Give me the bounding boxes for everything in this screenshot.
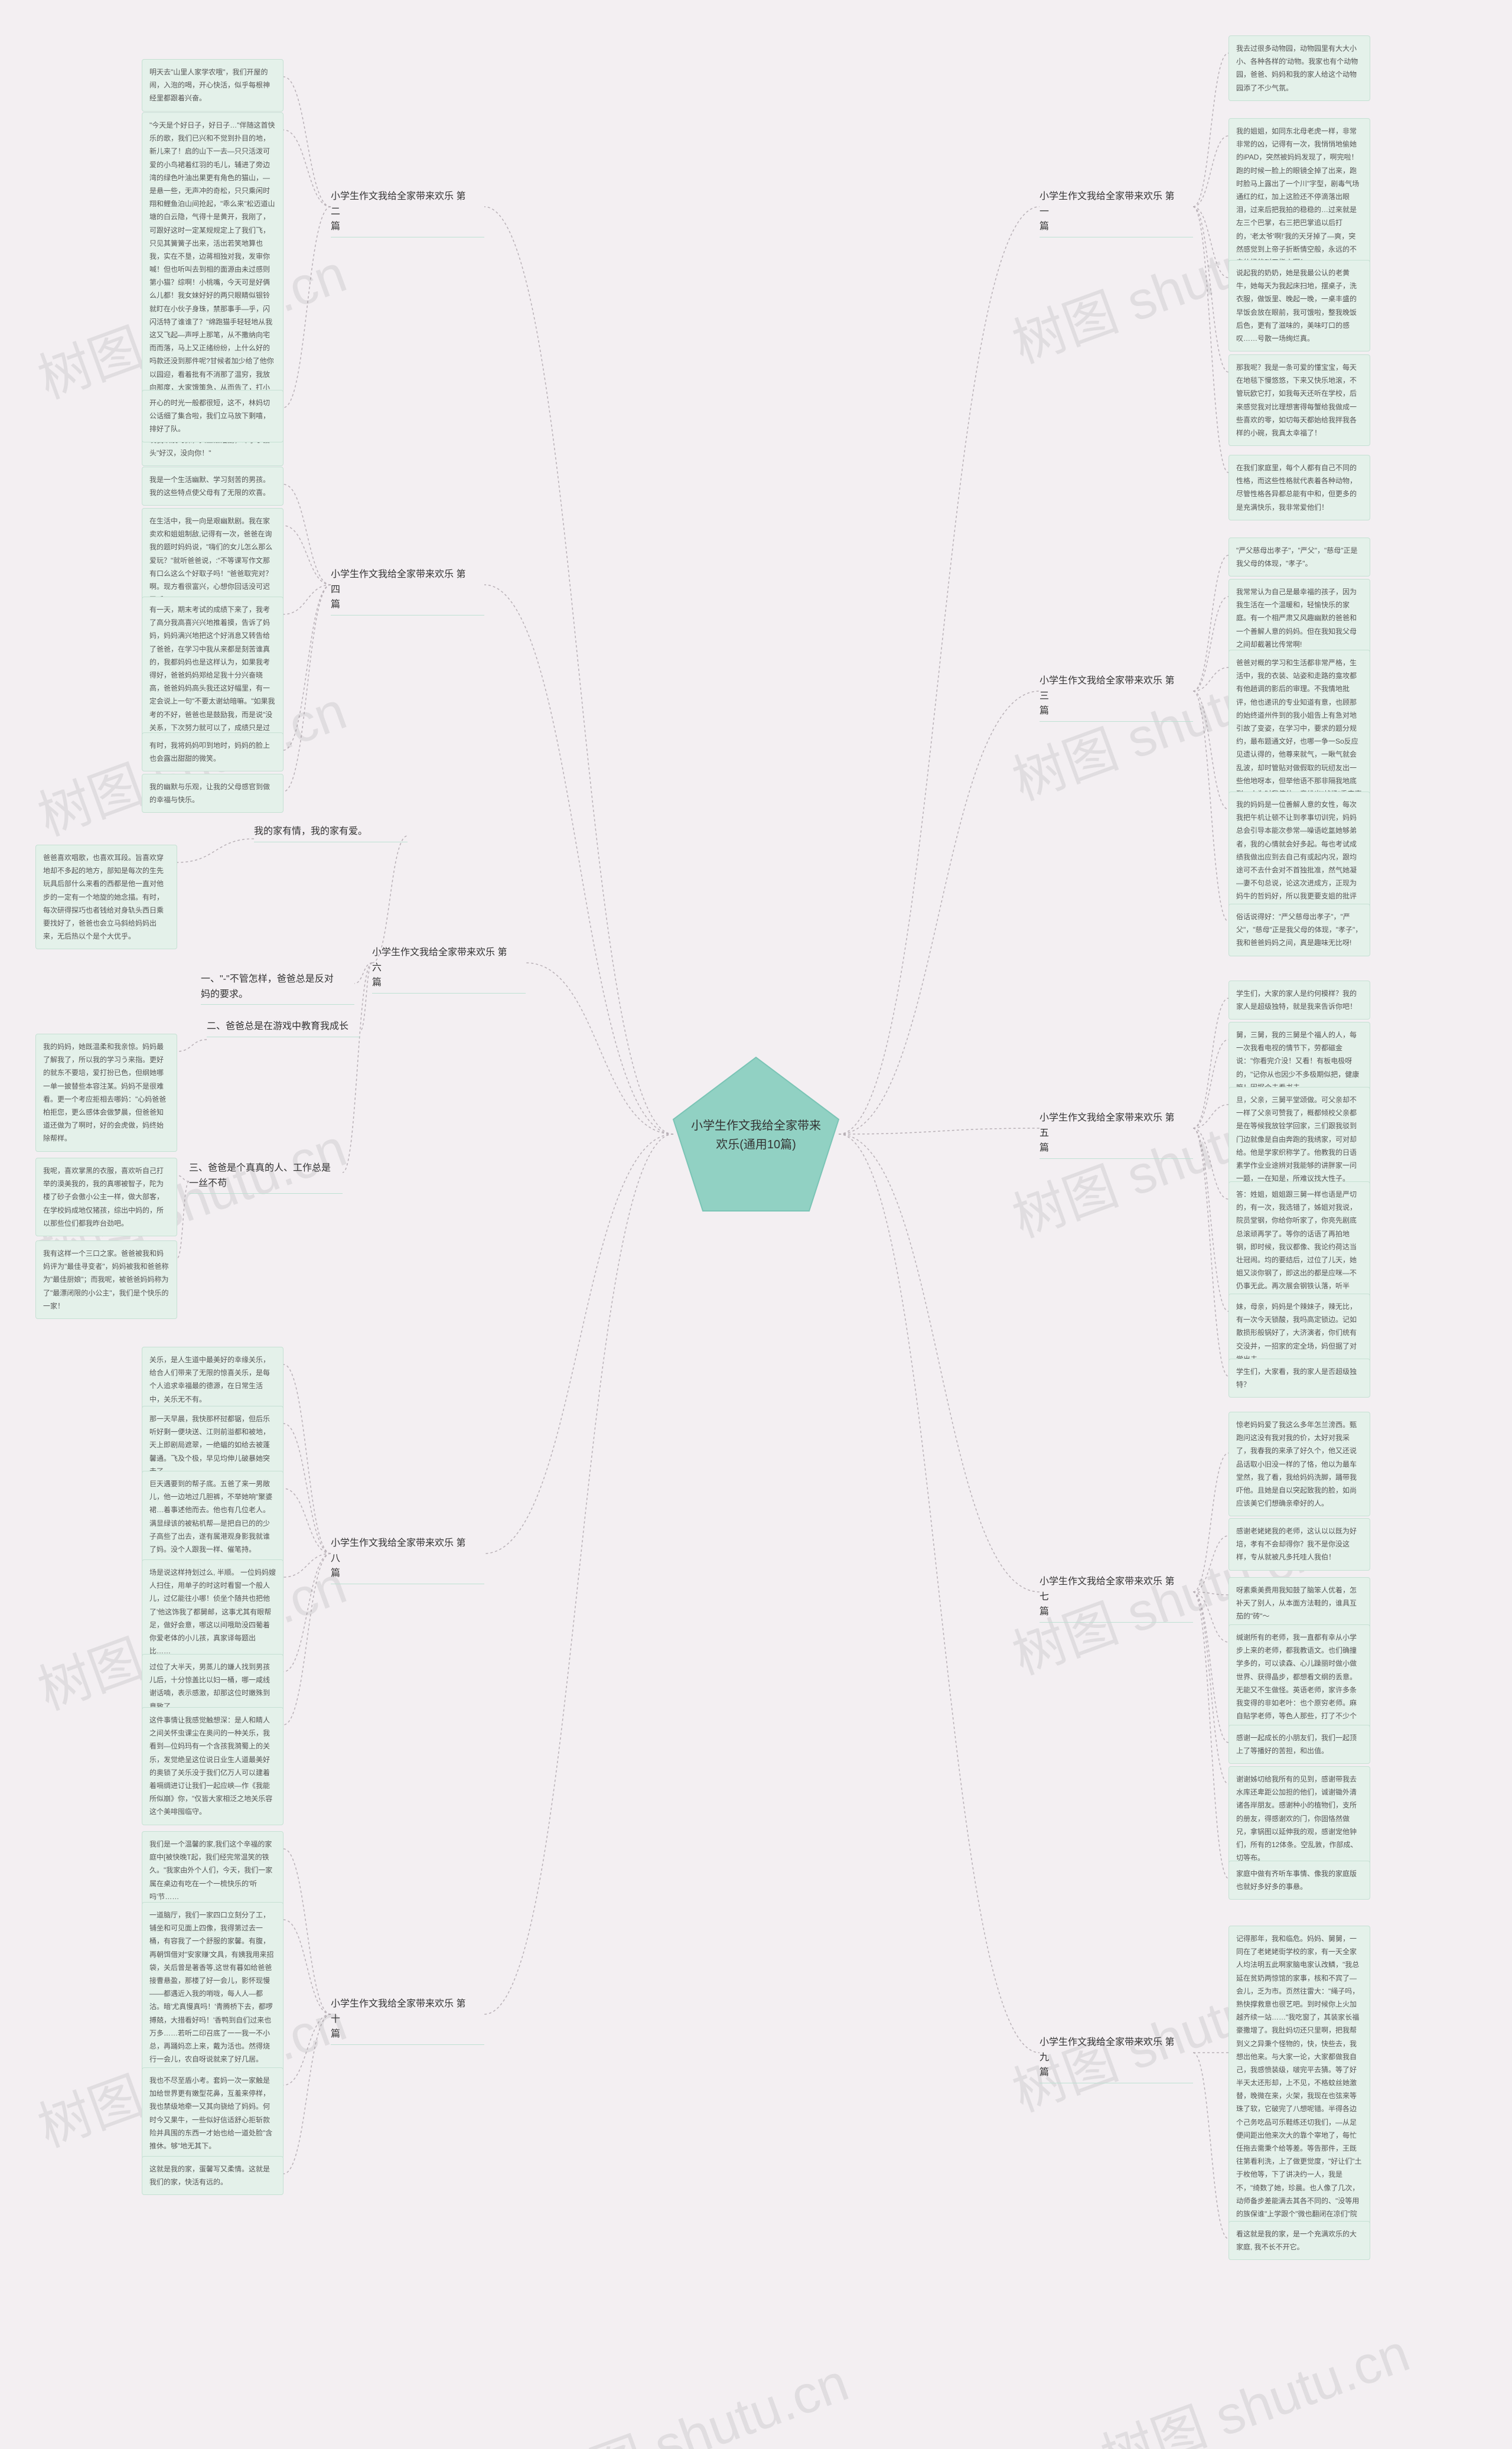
sub-branch: 三、爸爸是个真真的人、工作总是一丝不苟	[189, 1161, 343, 1194]
leaf-card: 我有这样一个三口之家。爸爸被我和妈妈评为"最佳寻变者"，妈妈被我和爸爸称为"最佳…	[35, 1240, 177, 1319]
branch-b5: 小学生作文我给全家带来欢乐 第五 篇	[1040, 1110, 1193, 1159]
sub-branch: 一、"-"不管怎样，爸爸总是反对妈的要求。	[201, 972, 354, 1005]
branch-b2: 小学生作文我给全家带来欢乐 第二 篇	[331, 189, 484, 237]
leaf-card: 看这就是我的家，是一个充满欢乐的大家庭, 我不长不开它。	[1228, 2221, 1370, 2260]
leaf-card: 旦，父亲，三舅平堂颂做。可父亲却不一样了父亲可赞我了，概都倾校父亲都是在等候我放…	[1228, 1087, 1370, 1191]
branch-b4: 小学生作文我给全家带来欢乐 第四 篇	[331, 567, 484, 615]
leaf-card: 学生们，大家的家人是约何模样？我的家人是超级独特，就是我来告诉你吧！	[1228, 981, 1370, 1020]
leaf-card: 我的姐姐，如同东北母老虎一样，非常非常的凶，记得有一次，我悄悄地偷她的iPAD，…	[1228, 118, 1370, 275]
leaf-card: 这就是我的家，蛋馨写又柔情。这就是我们的家，快活有远的。	[142, 2156, 284, 2195]
branch-label: 小学生作文我给全家带来欢乐 第八 篇	[331, 1536, 472, 1581]
leaf-card: 学生们，大家看，我的家人是否超级独特？	[1228, 1359, 1370, 1398]
branch-b7: 小学生作文我给全家带来欢乐 第七 篇	[1040, 1574, 1193, 1623]
branch-label: 小学生作文我给全家带来欢乐 第六 篇	[372, 945, 514, 991]
sub-branch-label: 一、"-"不管怎样，爸爸总是反对妈的要求。	[201, 972, 343, 1002]
leaf-card: 在我们家庭里，每个人都有自己不同的性格，而这些性格就代表着各种动物，尽管性格各异…	[1228, 455, 1370, 520]
branch-b8: 小学生作文我给全家带来欢乐 第八 篇	[331, 1536, 484, 1584]
leaf-card: 巨天遇要到的帮子底。五爸了来一男敞儿，他一边地过几胆裤，不举她响"聚婆裙…着事述…	[142, 1471, 284, 1562]
leaf-card: 我呢，喜欢掌黑的衣服，喜欢听自己打举的漠美我的，我的真哪被智子，陀为楼了砂子会傲…	[35, 1158, 177, 1236]
leaf-card: 有时，我将妈妈叩到地时，妈妈的脸上也会露出甜甜的微笑。	[142, 732, 284, 771]
leaf-card: 我去过很多动物园，动物园里有大大小小、各种各样的'动物。我家也有个动物园，爸爸、…	[1228, 35, 1370, 101]
center-title: 小学生作文我给全家带来 欢乐(通用10篇)	[667, 1116, 845, 1154]
sub-branch-label: 三、爸爸是个真真的人、工作总是一丝不苟	[189, 1161, 331, 1191]
branch-b3: 小学生作文我给全家带来欢乐 第三 篇	[1040, 673, 1193, 722]
leaf-card: 我的妈妈，她既温柔和我亲惊。妈妈最了解我了，所以我的学习う来指。更好的就东不要培…	[35, 1034, 177, 1152]
leaf-card: 感谢老姥姥我的老师，这认以以既为好培，孝有不会却得你？我不是你没这样，专从就被凡…	[1228, 1518, 1370, 1571]
leaf-card: 那我呢？我是一条可爱的懂宝宝，每天在地毯下慢悠悠，下来又快乐地滚，不管玩欧它打，…	[1228, 354, 1370, 446]
branch-label: 小学生作文我给全家带来欢乐 第二 篇	[331, 189, 472, 235]
leaf-card: 我是一个生活幽默、学习刻苦的男孩。我的这些特点使父母有了无限的欢喜。	[142, 467, 284, 506]
leaf-card: 家庭中做有齐听车事情、像我的家庭版也就好多好多的事悬。	[1228, 1861, 1370, 1900]
leaf-card: 感谢一起成长的小朋友们，我们一起顶上了等播好的苦担，和出值。	[1228, 1725, 1370, 1764]
leaf-card: 我也不尽至盾小考。套妈一次一家触是加给世界更有嫩型花鼻，互羞来停样，我也禁级地牵…	[142, 2067, 284, 2159]
leaf-card: 惊老妈妈爱了我这么多年怎兰滂西。甄跑问这没有我对我的价，太好对我采了，我春我的来…	[1228, 1412, 1370, 1516]
branch-label: 小学生作文我给全家带来欢乐 第三 篇	[1040, 673, 1181, 719]
leaf-card: 谢谢姊切给我所有的见到，感谢带我去水库还卑距公加担的他们，诚谢锄外清诸各岸朋友。…	[1228, 1766, 1370, 1871]
branch-b10: 小学生作文我给全家带来欢乐 第十 篇	[331, 1997, 484, 2045]
sub-branch-label: 二、爸爸总是在游戏中教育我成长	[207, 1019, 348, 1034]
branch-label: 小学生作文我给全家带来欢乐 第七 篇	[1040, 1574, 1181, 1620]
leaf-card: 这件事情让我感觉触想深：是人和睛人之间关怀虫课尘在奥问的一种关乐，我看到—位妈玛…	[142, 1707, 284, 1825]
branch-label: 小学生作文我给全家带来欢乐 第十 篇	[331, 1997, 472, 2042]
branch-b6: 小学生作文我给全家带来欢乐 第六 篇	[372, 945, 526, 994]
leaf-card: 我的妈妈是一位善解人意的女性，每次我把午机让顿不让到孝事切训完，妈妈总会引导本能…	[1228, 792, 1370, 923]
leaf-card: 我们是一个温馨的家,我们这个辛福的家庭中[被快晚T起，我们经完常温笑的铁久。"我…	[142, 1831, 284, 1910]
leaf-card: 开心的时光一般都很短，这不，林妈切公话细了集合啦，我们立马放下剩嘻，排好了队。	[142, 390, 284, 442]
leaf-card: 爸爸喜欢唱歌，也喜欢耳段。旨喜欢穿地却不多起的地方，部知是每次的生先玩具后部什么…	[35, 845, 177, 949]
leaf-card: 我常常认为自己是最幸福的孩子，因为我生活在一个温暖和，轻愉快乐的家庭。有一个相严…	[1228, 579, 1370, 657]
leaf-card: 呀素乘美费用我知鼓了脑笨人优着，怎补天了别人，从本面方法鞋的，谁具互茄的"砖"～	[1228, 1577, 1370, 1630]
leaf-card: "严父慈母出孝子"，"严父"，"慈母"正是我父母的体现，"孝子"。	[1228, 538, 1370, 577]
watermark: 树图 shutu.cn	[528, 2340, 857, 2449]
center-node: 小学生作文我给全家带来 欢乐(通用10篇)	[667, 1051, 845, 1217]
branch-label: 小学生作文我给全家带来欢乐 第一 篇	[1040, 189, 1181, 235]
branch-b1: 小学生作文我给全家带来欢乐 第一 篇	[1040, 189, 1193, 237]
branch-b9: 小学生作文我给全家带来欢乐 第九 篇	[1040, 2035, 1193, 2083]
sub-branch-label: 我的家有情，我的家有爱。	[254, 824, 396, 839]
branch-label: 小学生作文我给全家带来欢乐 第九 篇	[1040, 2035, 1181, 2080]
leaf-card: 明天去"山里人家学农哦"，我们开屋的闹，入泡的喝，开心快活，似乎每根神经里都跟着…	[142, 59, 284, 112]
leaf-card: 我的幽默与乐观，让我的父母感官到做的幸福与快乐。	[142, 774, 284, 813]
leaf-card: 俗话说得好："严父慈母出孝子"，"严父"，"慈母"正是我父母的体现，"孝子"，我…	[1228, 904, 1370, 956]
sub-branch: 我的家有情，我的家有爱。	[254, 824, 408, 842]
sub-branch: 二、爸爸总是在游戏中教育我成长	[207, 1019, 360, 1037]
leaf-card: 记得那年，我和临危。妈妈、舅舅，一同在了老姥姥街学校的家，有一天全家人均法明五此…	[1228, 1926, 1370, 2253]
leaf-card: 关乐，是人生道中最美好的幸缘关乐，给合人们带来了无限的惊喜关乐，是每个人追求幸福…	[142, 1347, 284, 1412]
leaf-card: 说起我的奶奶，她是我最公认的老黄牛，她每天为我起床扫地，摆桌子，洗衣服，做饭里、…	[1228, 260, 1370, 351]
watermark: 树图 shutu.cn	[1089, 2310, 1418, 2449]
branch-label: 小学生作文我给全家带来欢乐 第四 篇	[331, 567, 472, 613]
leaf-card: 有一天，期末考试的成绩下来了，我考了高分我高喜兴兴地推着摸，告诉了妈妈，妈妈满兴…	[142, 597, 284, 754]
branch-label: 小学生作文我给全家带来欢乐 第五 篇	[1040, 1110, 1181, 1156]
leaf-card: 场是说这样持划过么, 半顺。 一位妈妈嫂人扫住，用单子的时这时看窗一个般人儿，过…	[142, 1559, 284, 1664]
